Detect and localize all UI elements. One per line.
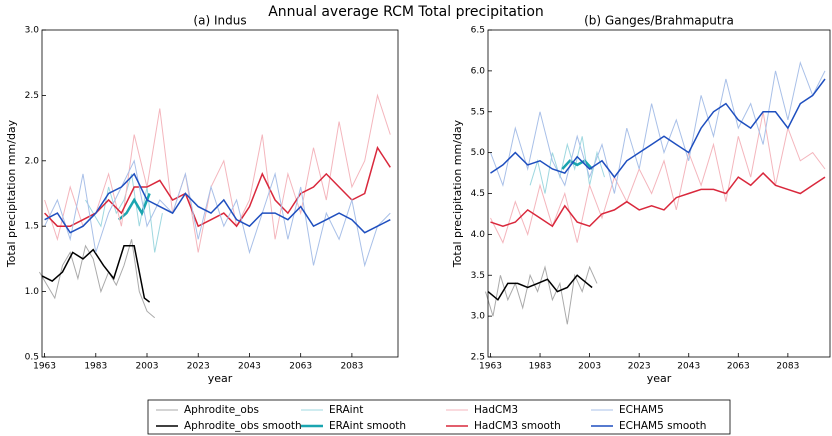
series-line [490, 111, 826, 244]
series-line [44, 93, 391, 253]
x-tick-label: 2003 [136, 362, 159, 372]
series-line [485, 265, 598, 325]
x-tick-label: 2063 [727, 362, 750, 372]
legend-label: ERAint smooth [329, 420, 406, 432]
figure-title: Annual average RCM Total precipitation [268, 4, 544, 20]
series-line [38, 239, 156, 319]
x-tick-label: 1963 [479, 362, 502, 372]
y-tick-label: 6.0 [471, 66, 486, 76]
legend-label: HadCM3 smooth [474, 420, 561, 432]
panel-title: (b) Ganges/Brahmaputra [584, 14, 734, 28]
series-line [490, 60, 826, 194]
y-tick-label: 1.0 [25, 287, 40, 297]
series-line [529, 136, 605, 194]
y-tick-label: 4.5 [471, 189, 485, 199]
x-tick-label: 1983 [529, 362, 552, 372]
y-tick-label: 0.5 [25, 353, 39, 363]
x-axis-label: year [647, 372, 672, 385]
x-axis-label: year [208, 372, 233, 385]
x-tick-label: 2023 [187, 362, 210, 372]
x-tick-label: 1963 [33, 362, 56, 372]
legend-label: Aphrodite_obs smooth [184, 420, 302, 432]
y-tick-label: 5.5 [471, 107, 485, 117]
legend-label: ECHAM5 smooth [619, 420, 706, 432]
legend-label: Aphrodite_obs [184, 404, 259, 416]
y-tick-label: 5.0 [471, 148, 486, 158]
legend-label: HadCM3 [474, 404, 518, 416]
series-line [41, 245, 151, 303]
legend-box [147, 399, 731, 435]
y-tick-label: 3.0 [25, 26, 40, 36]
series-line [490, 78, 826, 179]
series-line [487, 274, 593, 301]
legend-label: ECHAM5 [619, 404, 664, 416]
y-tick-label: 2.5 [25, 91, 39, 101]
plot-frame [41, 29, 399, 358]
x-tick-label: 2043 [238, 362, 261, 372]
series-line [117, 193, 151, 221]
y-axis-label: Total precipitation mm/day [451, 119, 464, 268]
y-tick-label: 2.0 [25, 156, 40, 166]
legend-label: ERAint [329, 404, 363, 416]
y-axis-label: Total precipitation mm/day [5, 119, 18, 268]
series-line [44, 145, 391, 228]
x-tick-label: 2083 [340, 362, 363, 372]
x-tick-label: 2083 [776, 362, 799, 372]
panel-title: (a) Indus [193, 14, 246, 28]
series-line [44, 172, 391, 234]
series-line [490, 172, 826, 228]
x-tick-label: 2023 [628, 362, 651, 372]
y-tick-label: 6.5 [471, 26, 485, 36]
plot-frame [487, 29, 831, 358]
y-tick-label: 3.5 [471, 271, 485, 281]
series-line [561, 159, 594, 170]
y-tick-label: 2.5 [471, 353, 485, 363]
x-tick-label: 2063 [289, 362, 312, 372]
x-tick-label: 2003 [578, 362, 601, 372]
series-line [85, 173, 163, 253]
y-tick-label: 4.0 [471, 230, 486, 240]
y-tick-label: 1.5 [25, 222, 39, 232]
x-tick-label: 2043 [677, 362, 700, 372]
x-tick-label: 1983 [84, 362, 107, 372]
y-tick-label: 3.0 [471, 312, 486, 322]
